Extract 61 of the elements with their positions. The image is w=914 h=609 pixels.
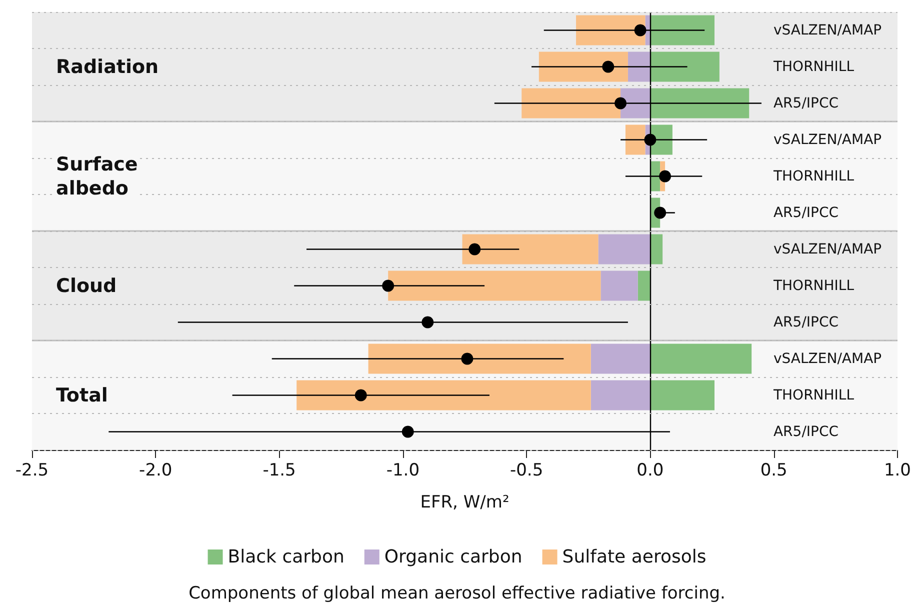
y-tick-label: vSALZEN/AMAP [773,241,882,258]
bar [650,380,714,410]
y-tick-label: vSALZEN/AMAP [773,132,882,148]
y-tick-label: AR5/IPCC [773,424,839,440]
legend-label: Black carbon [228,546,344,568]
bar [590,344,650,374]
x-tick-label: 0.5 [760,460,788,480]
point [402,426,414,438]
x-tick-label: 0.0 [636,460,664,480]
bar [590,380,650,410]
bar [650,234,663,264]
bar [368,344,591,374]
point [468,243,481,256]
point [354,389,367,402]
bar [638,270,650,301]
bar [522,88,621,118]
bar [598,234,650,264]
x-tick-label: -1.0 [386,460,420,480]
point [422,316,434,328]
point [634,24,646,36]
y-tick-label: AR5/IPCC [773,95,839,112]
annotation: Radiation [56,56,159,78]
y-tick-label: THORNHILL [772,387,854,404]
bar [625,124,646,155]
annotation: Surface albedo [56,153,138,200]
x-tick-label: -2.0 [139,460,172,480]
annotation: Cloud [56,274,117,297]
y-tick-label: AR5/IPCC [773,204,839,221]
point [614,97,627,110]
x-axis-title: EFR, W/m² [420,492,510,512]
bar [650,15,714,46]
bar [600,270,638,301]
y-tick-label: THORNHILL [772,278,854,294]
bar [650,88,750,118]
bar [650,52,720,82]
bar [296,380,591,410]
point [461,352,474,365]
bar [388,270,601,301]
bar [628,52,650,82]
y-tick-label: AR5/IPCC [773,314,839,330]
x-tick-label: -1.5 [262,460,296,480]
y-tick-label: vSALZEN/AMAP [773,22,882,38]
bar [538,52,628,82]
legend-label: Sulfate aerosols [562,546,706,568]
y-tick-label: THORNHILL [772,58,854,75]
legend-label: Organic carbon [384,546,522,568]
point [654,206,666,219]
point [382,280,394,292]
annotation: Total [56,384,108,406]
y-tick-label: vSALZEN/AMAP [773,350,882,367]
point [644,134,656,146]
bar [462,234,598,264]
bar [650,344,752,374]
x-tick-label: -2.5 [15,460,49,480]
text: Components of global mean aerosol effective radiative forcing. [188,584,726,604]
x-tick-label: 1.0 [884,460,912,480]
y-tick-label: THORNHILL [772,168,854,184]
point [602,60,614,73]
point [659,170,672,182]
bar [576,15,646,46]
x-tick-label: -0.5 [510,460,544,480]
